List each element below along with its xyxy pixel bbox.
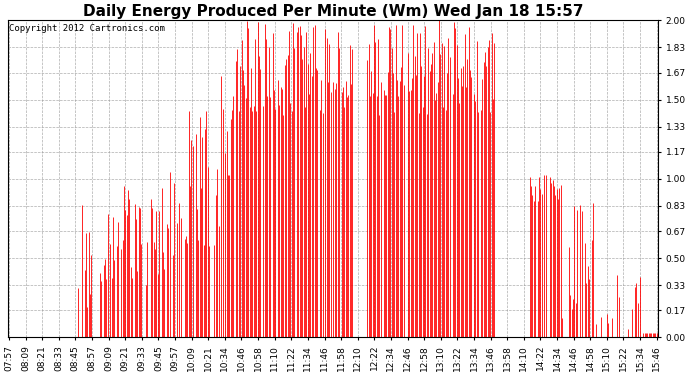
Title: Daily Energy Produced Per Minute (Wm) Wed Jan 18 15:57: Daily Energy Produced Per Minute (Wm) We… bbox=[83, 4, 583, 19]
Text: Copyright 2012 Cartronics.com: Copyright 2012 Cartronics.com bbox=[9, 24, 165, 33]
